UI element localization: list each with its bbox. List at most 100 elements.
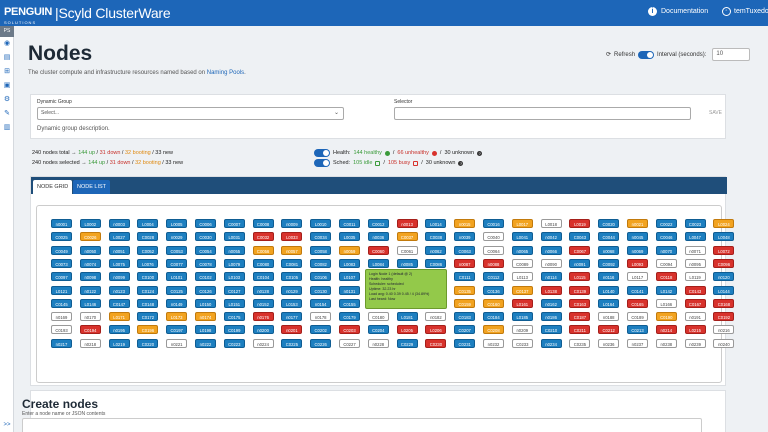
node-tile[interactable]: L0115 [569,272,591,282]
node-tile[interactable]: L0014 [425,219,447,228]
node-tile[interactable]: L0005 [166,219,188,228]
node-tile[interactable]: C0011 [339,219,360,228]
node-tile[interactable]: C0008 [252,219,274,228]
node-tile[interactable]: n0066 [540,245,562,255]
node-tile[interactable]: C0147 [108,298,130,308]
node-tile[interactable]: C0105 [281,272,303,282]
node-tile[interactable]: C0207 [454,325,476,335]
refresh-icon[interactable]: ⟳ [606,52,612,58]
node-tile[interactable]: C0184 [483,312,504,322]
node-tile[interactable]: C0130 [310,285,332,295]
node-tile[interactable]: C0111 [454,272,476,282]
node-tile[interactable]: C0026 [79,232,101,242]
node-tile[interactable]: C0078 [195,258,216,268]
node-tile[interactable]: C0175 [223,312,245,322]
node-tile[interactable]: n0239 [684,338,706,348]
node-tile[interactable]: C0211 [569,325,591,335]
node-tile[interactable]: C0096 [713,258,735,268]
node-tile[interactable]: C0155 [339,298,360,308]
node-tile[interactable]: C0020 [598,219,620,228]
node-tile[interactable]: L0166 [655,298,677,308]
node-tile[interactable]: n0236 [598,338,620,348]
node-tile[interactable]: L0002 [79,219,101,228]
node-tile[interactable]: n0114 [540,272,562,282]
node-tile[interactable]: n0169 [51,312,72,322]
node-tile[interactable]: C0172 [137,312,159,322]
node-tile[interactable]: n0059 [339,245,360,255]
node-tile[interactable]: L0119 [684,272,706,282]
node-tile[interactable]: n0224 [252,338,274,348]
node-tile[interactable]: n0200 [252,325,274,335]
dashboard-icon[interactable]: ◉ [3,40,11,47]
node-tile[interactable]: C0189 [627,312,648,322]
node-tile[interactable]: C0034 [310,232,332,242]
node-tile[interactable]: n0055 [223,245,245,255]
node-tile[interactable]: L0198 [195,325,216,335]
node-tile[interactable]: L0033 [281,232,303,242]
node-tile[interactable]: C0037 [396,232,418,242]
node-tile[interactable]: n0218 [79,338,101,348]
node-tile[interactable]: L0140 [598,285,620,295]
node-tile[interactable]: n0122 [79,285,101,295]
node-tile[interactable]: C0203 [339,325,360,335]
node-tile[interactable]: n0021 [627,219,648,228]
node-tile[interactable]: n0090 [540,258,562,268]
node-tile[interactable]: n0087 [454,258,476,268]
node-tile[interactable]: L0083 [339,258,360,268]
node-tile[interactable]: C0056 [252,245,274,255]
node-tile[interactable]: C0081 [281,258,303,268]
node-tile[interactable]: n0098 [79,272,101,282]
tab-node-list[interactable]: NODE LIST [73,180,111,194]
node-tile[interactable]: n0070 [655,245,677,255]
node-tile[interactable]: C0022 [655,219,677,228]
node-tile[interactable]: C0028 [137,232,159,242]
node-tile[interactable]: C0106 [310,272,332,282]
node-tile[interactable]: C0044 [598,232,620,242]
health-toggle[interactable] [314,149,330,157]
node-tile[interactable]: C0102 [195,272,216,282]
node-tile[interactable]: C0038 [425,232,447,242]
node-tile[interactable]: L0142 [655,285,677,295]
node-tile[interactable]: n0222 [195,338,216,348]
node-tile[interactable]: C0086 [425,258,447,268]
node-tile[interactable]: n0057 [281,245,303,255]
node-tile[interactable]: C0097 [51,272,72,282]
node-tile[interactable]: C0223 [223,338,245,348]
node-tile[interactable]: C0073 [51,258,72,268]
node-tile[interactable]: C0094 [655,258,677,268]
node-tile[interactable]: L0084 [367,258,389,268]
node-tile[interactable]: n0186 [540,312,562,322]
node-tile[interactable]: C0165 [627,298,648,308]
node-tile[interactable]: n0182 [425,312,447,322]
node-tile[interactable]: L0079 [223,258,245,268]
nodes-icon[interactable]: ▤ [3,54,11,61]
node-tile[interactable]: C0179 [339,312,360,322]
node-tile[interactable]: C0137 [511,285,533,295]
node-tile[interactable]: L0035 [339,232,360,242]
node-tile[interactable]: C0141 [627,285,648,295]
node-tile[interactable]: n0036 [367,232,389,242]
node-tile[interactable]: L0004 [137,219,159,228]
node-tile[interactable]: L0161 [511,298,533,308]
node-tile[interactable]: C0210 [540,325,562,335]
node-tile[interactable]: n0045 [627,232,648,242]
node-tile[interactable]: C0220 [137,338,159,348]
node-tile[interactable]: C0030 [195,232,216,242]
node-tile[interactable]: L0101 [166,272,188,282]
node-tile[interactable]: C0100 [137,272,159,282]
node-tile[interactable]: C0032 [252,232,274,242]
node-tile[interactable]: L0205 [396,325,418,335]
node-tile[interactable]: L0093 [627,258,648,268]
node-tile[interactable]: C0124 [137,285,159,295]
node-tile[interactable]: C0127 [223,285,245,295]
node-tile[interactable]: n0228 [367,338,389,348]
selector-input[interactable] [394,107,691,120]
create-nodes-input[interactable] [22,418,702,432]
node-tile[interactable]: C0060 [367,245,389,255]
node-tile[interactable]: C0023 [684,219,706,228]
node-tile[interactable]: C0092 [598,258,620,268]
node-tile[interactable]: C0163 [569,298,591,308]
node-tile[interactable]: L0121 [51,285,72,295]
node-tile[interactable]: L0164 [598,298,620,308]
node-tile[interactable]: L0113 [511,272,533,282]
